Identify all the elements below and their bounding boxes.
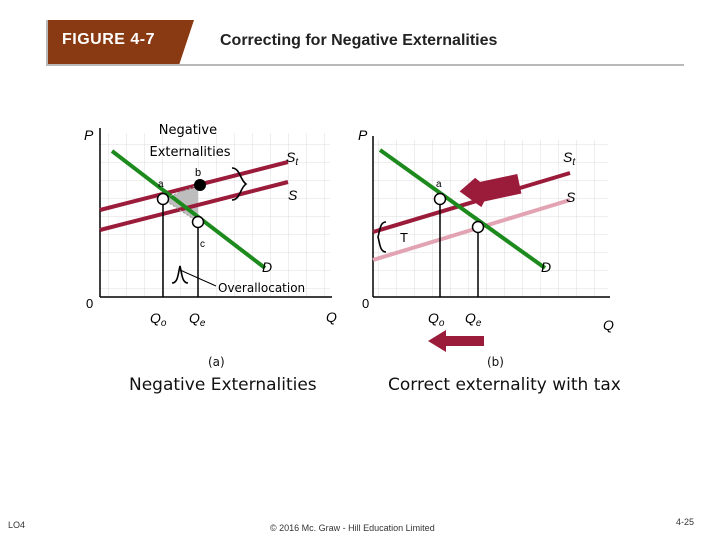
panel-a-point-a-label: a <box>158 179 164 190</box>
page-number: 4-25 <box>676 517 695 527</box>
panel-b-d-label: D <box>541 259 551 275</box>
panel-a-q-label: Q <box>326 309 337 325</box>
panel-b-sublabel: (b) <box>487 355 504 369</box>
panel-b-demand-line <box>378 148 547 270</box>
panel-b-st-label: St <box>563 149 576 168</box>
panel-b-point-a-label: a <box>436 179 442 190</box>
panel-b-p-label: P <box>358 127 368 143</box>
panel-a-st-label: St <box>286 149 299 168</box>
header-rule <box>46 64 684 66</box>
panel-a-overallocation-leader <box>179 269 217 287</box>
panel-a-point-b-marker <box>194 179 206 191</box>
panel-a-overallocation-brace <box>171 265 189 284</box>
panel-b-point-e-marker <box>471 220 485 234</box>
panel-a-point-b-label: b <box>195 167 201 179</box>
panel-b-origin: 0 <box>362 296 369 311</box>
learning-objective: LO4 <box>8 520 26 530</box>
panel-a-point-c-label: c <box>200 239 205 250</box>
panel-b-point-a-marker <box>433 192 447 206</box>
panel-a-dotted-ac <box>162 198 199 223</box>
panel-b-shift-arrow-icon <box>459 173 522 208</box>
panel-b-supply-st-line <box>372 171 571 234</box>
panel-b-qe-label: Qe <box>465 310 482 329</box>
panel-a-d-label: D <box>262 259 272 275</box>
panel-b-caption: Correct externality with tax <box>388 375 621 395</box>
panel-a-caption: Negative Externalities <box>129 375 317 395</box>
panel-a-overallocation-label: Overallocation <box>218 281 305 295</box>
panel-a-supply-st-line <box>99 160 289 212</box>
figure-label: FIGURE 4-7 <box>62 31 156 48</box>
panel-a-point-a-marker <box>156 192 170 206</box>
panel-a-s-label: S <box>288 187 298 203</box>
panel-a-qo-label: Qo <box>150 310 167 329</box>
panel-a-p-label: P <box>84 127 94 143</box>
panel-b: P Q 0 a T St S D Qo Qe <box>358 127 614 352</box>
panel-a-negative-externalities-annotation: Negative Externalities <box>149 123 230 160</box>
panel-a-sublabel: (a) <box>208 355 225 369</box>
panel-b-qo-label: Qo <box>428 310 445 329</box>
header-tick <box>46 20 48 66</box>
panel-b-quantity-arrow-icon <box>428 330 484 352</box>
panel-a-supply-s-line <box>99 180 289 232</box>
panel-a-qe-label: Qe <box>189 310 206 329</box>
figure-badge <box>48 20 194 64</box>
panel-b-tax-brace <box>377 221 387 253</box>
copyright: © 2016 Mc. Graw - Hill Education Limited <box>270 523 435 533</box>
panel-a-externality-brace <box>231 167 248 201</box>
panel-a-origin: 0 <box>86 296 93 311</box>
panel-a-demand-line <box>110 149 267 270</box>
panel-b-supply-s-line <box>372 198 571 262</box>
panel-b-s-label: S <box>566 189 576 205</box>
panel-b-tax-label: T <box>400 230 408 245</box>
panel-a: P Q 0 a b c Negative Externalities St S … <box>84 123 337 329</box>
figure-title: Correcting for Negative Externalities <box>220 32 498 49</box>
panel-a-point-c-marker <box>191 215 205 229</box>
panel-b-q-label: Q <box>603 317 614 333</box>
panel-a-grid <box>100 133 330 297</box>
